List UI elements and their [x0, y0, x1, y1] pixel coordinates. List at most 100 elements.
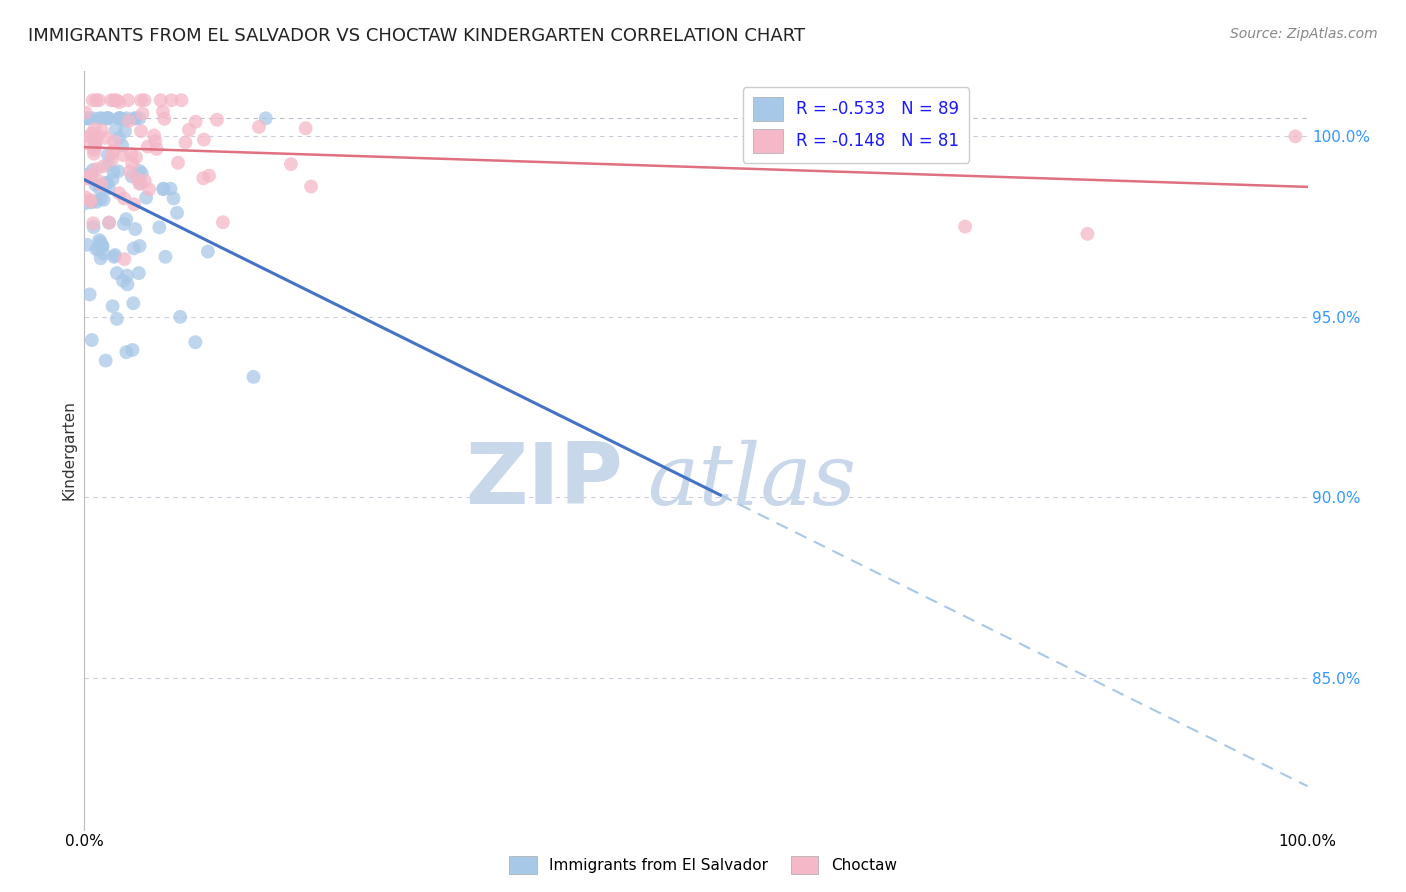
- Point: [129, 93, 152, 107]
- Point: [193, 133, 215, 147]
- Y-axis label: Kindergarten: Kindergarten: [60, 401, 76, 500]
- Point: [107, 112, 129, 126]
- Point: [953, 219, 976, 234]
- Point: [87, 93, 110, 107]
- Point: [86, 242, 108, 256]
- Text: Source: ZipAtlas.com: Source: ZipAtlas.com: [1230, 27, 1378, 41]
- Point: [122, 197, 145, 211]
- Point: [79, 170, 101, 185]
- Point: [184, 335, 207, 350]
- Point: [82, 216, 104, 230]
- Point: [177, 123, 200, 137]
- Point: [136, 139, 159, 153]
- Point: [124, 222, 146, 236]
- Point: [94, 353, 117, 368]
- Point: [294, 121, 316, 136]
- Point: [89, 112, 111, 126]
- Point: [101, 299, 124, 313]
- Point: [97, 181, 120, 195]
- Point: [121, 156, 143, 170]
- Point: [97, 112, 120, 126]
- Point: [124, 112, 146, 126]
- Point: [86, 194, 108, 209]
- Point: [254, 112, 277, 126]
- Point: [90, 192, 112, 206]
- Point: [75, 112, 97, 126]
- Point: [155, 250, 177, 264]
- Point: [97, 158, 120, 172]
- Point: [135, 191, 157, 205]
- Point: [86, 129, 108, 144]
- Point: [80, 167, 103, 181]
- Point: [125, 150, 148, 164]
- Point: [131, 166, 153, 180]
- Point: [80, 195, 103, 210]
- Point: [184, 114, 207, 128]
- Point: [128, 266, 150, 280]
- Point: [98, 216, 121, 230]
- Point: [152, 104, 174, 119]
- Point: [124, 112, 146, 126]
- Point: [120, 147, 142, 161]
- Point: [108, 186, 131, 201]
- Point: [108, 112, 131, 126]
- Point: [103, 135, 125, 149]
- Point: [93, 193, 115, 207]
- Point: [107, 164, 129, 178]
- Point: [103, 250, 125, 264]
- Point: [91, 246, 114, 260]
- Point: [114, 113, 136, 128]
- Point: [170, 93, 193, 107]
- Point: [76, 170, 98, 185]
- Text: ZIP: ZIP: [465, 439, 623, 523]
- Point: [82, 93, 104, 107]
- Point: [160, 93, 183, 107]
- Point: [174, 136, 197, 150]
- Point: [1284, 129, 1306, 144]
- Legend: Immigrants from El Salvador, Choctaw: Immigrants from El Salvador, Choctaw: [503, 850, 903, 880]
- Point: [76, 171, 98, 186]
- Point: [76, 237, 98, 252]
- Point: [121, 169, 143, 184]
- Point: [112, 217, 135, 231]
- Point: [87, 174, 110, 188]
- Point: [90, 252, 112, 266]
- Point: [117, 277, 139, 292]
- Point: [98, 215, 121, 229]
- Point: [93, 159, 115, 173]
- Point: [75, 136, 97, 151]
- Point: [115, 268, 138, 283]
- Point: [83, 122, 105, 136]
- Point: [152, 182, 174, 196]
- Point: [129, 176, 152, 190]
- Point: [86, 161, 108, 176]
- Point: [122, 296, 145, 310]
- Point: [80, 126, 103, 140]
- Point: [122, 241, 145, 255]
- Point: [86, 93, 108, 107]
- Point: [82, 163, 104, 178]
- Text: IMMIGRANTS FROM EL SALVADOR VS CHOCTAW KINDERGARTEN CORRELATION CHART: IMMIGRANTS FROM EL SALVADOR VS CHOCTAW K…: [28, 27, 806, 45]
- Point: [79, 129, 101, 144]
- Point: [111, 138, 134, 153]
- Point: [212, 215, 235, 229]
- Point: [114, 124, 136, 138]
- Point: [159, 182, 181, 196]
- Point: [110, 112, 132, 126]
- Point: [90, 112, 112, 126]
- Point: [94, 131, 117, 145]
- Point: [108, 131, 131, 145]
- Point: [131, 106, 153, 120]
- Point: [118, 164, 141, 178]
- Point: [84, 141, 107, 155]
- Point: [128, 164, 150, 178]
- Point: [79, 193, 101, 207]
- Point: [83, 143, 105, 157]
- Point: [94, 176, 117, 190]
- Point: [100, 93, 122, 107]
- Point: [84, 137, 107, 152]
- Point: [103, 165, 125, 179]
- Point: [77, 112, 100, 126]
- Point: [128, 177, 150, 191]
- Point: [101, 172, 124, 186]
